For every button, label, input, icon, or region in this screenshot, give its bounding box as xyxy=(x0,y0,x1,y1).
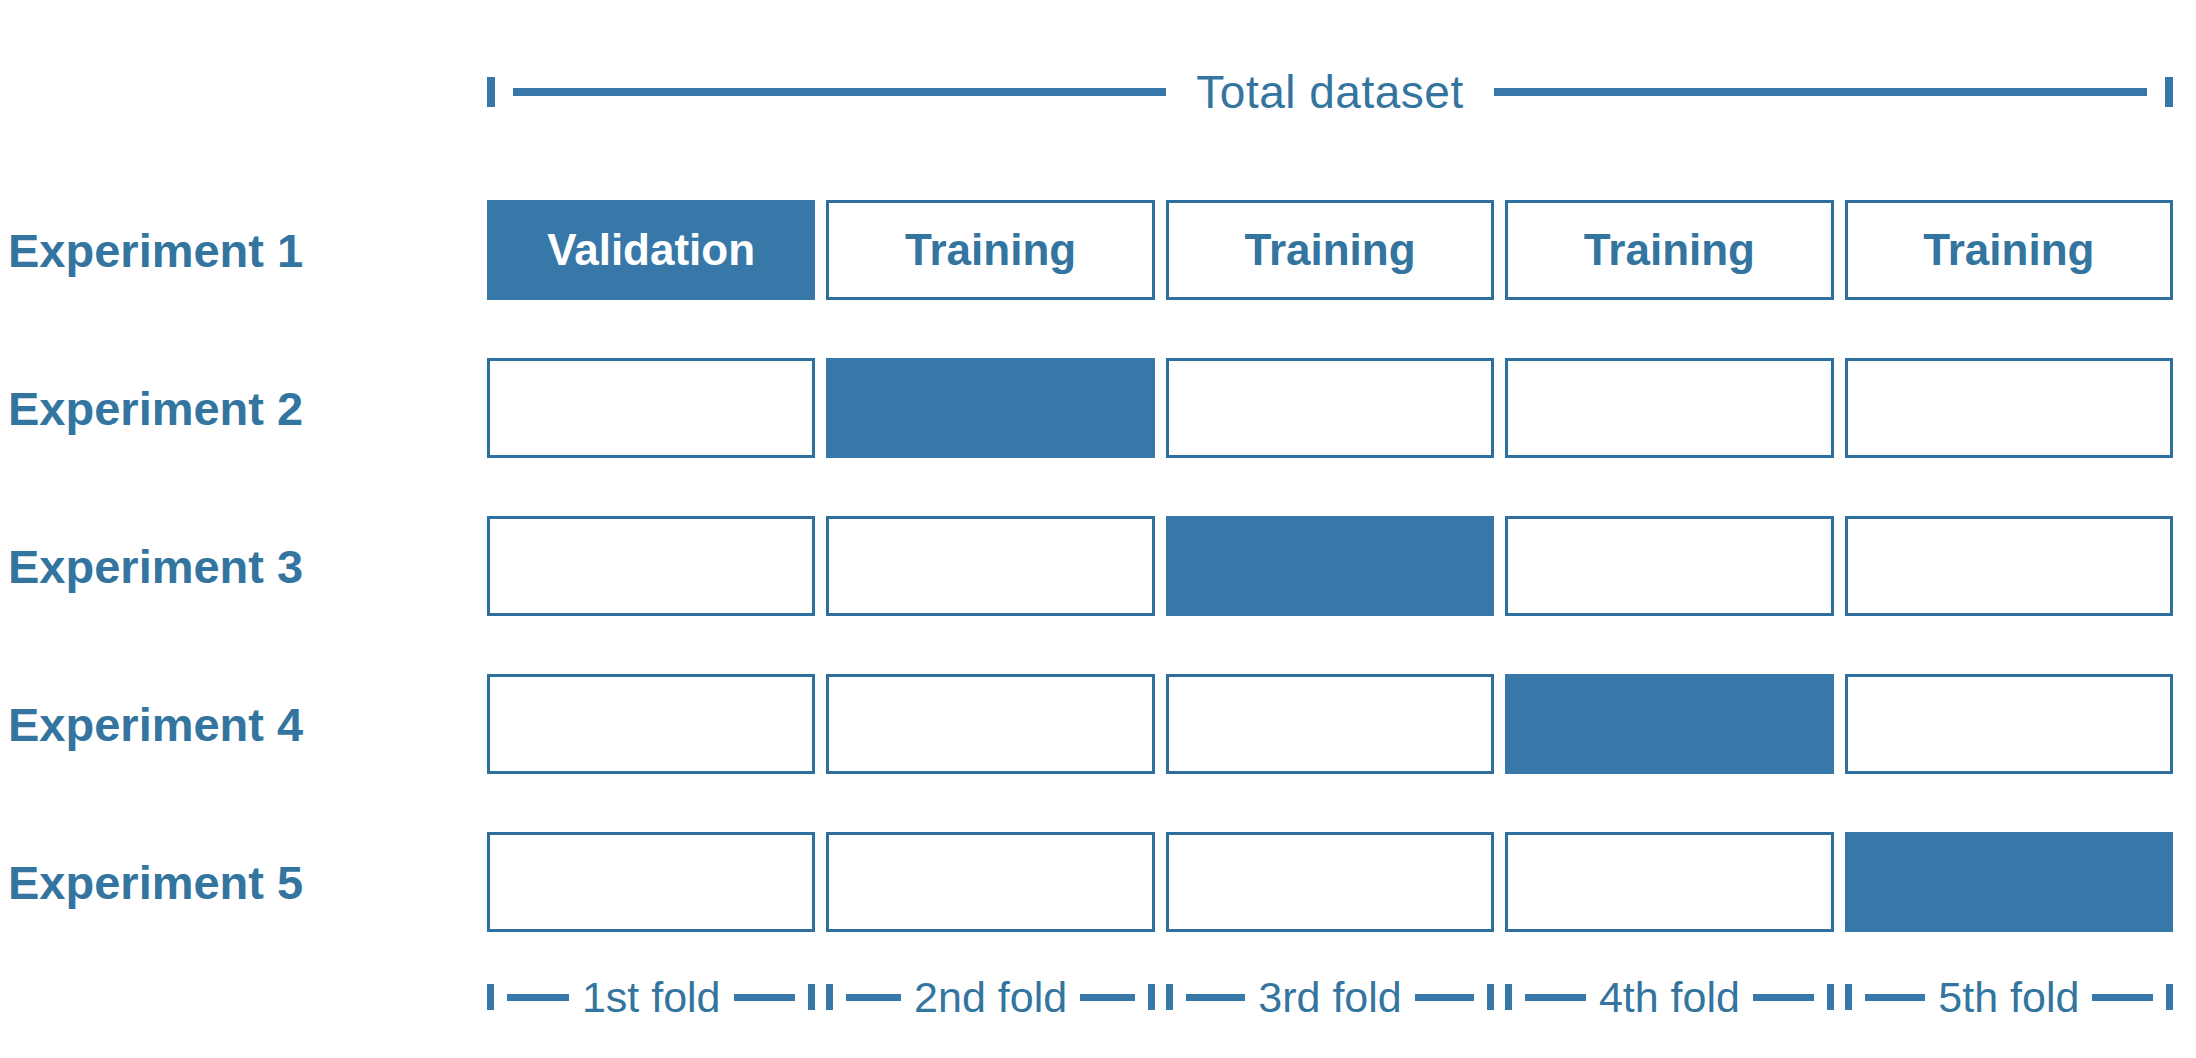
training-cell xyxy=(1166,358,1494,458)
fold-cells xyxy=(487,516,2173,616)
validation-cell xyxy=(826,358,1154,458)
training-cell xyxy=(487,832,815,932)
training-cell xyxy=(1845,674,2173,774)
training-cell xyxy=(487,358,815,458)
training-cell: Training xyxy=(1845,200,2173,300)
bracket-left-line xyxy=(513,88,1166,96)
fold-left-line xyxy=(1865,994,1926,1001)
training-cell: Training xyxy=(826,200,1154,300)
kfold-cross-validation-diagram: Total dataset Experiment 1ValidationTrai… xyxy=(0,0,2196,1058)
training-cell xyxy=(487,516,815,616)
training-cell xyxy=(1505,516,1833,616)
training-cell xyxy=(1166,832,1494,932)
experiment-label: Experiment 2 xyxy=(0,381,487,436)
fold-bracket: 1st fold xyxy=(487,962,815,1032)
fold-right-line xyxy=(1753,994,1814,1001)
bracket-left-tick-icon xyxy=(487,77,495,107)
training-cell xyxy=(487,674,815,774)
fold-cells xyxy=(487,358,2173,458)
experiment-row: Experiment 4 xyxy=(0,674,2173,774)
fold-right-tick-icon xyxy=(808,984,815,1010)
fold-left-tick-icon xyxy=(1845,984,1852,1010)
experiment-row: Experiment 3 xyxy=(0,516,2173,616)
fold-left-line xyxy=(846,994,901,1001)
fold-left-line xyxy=(507,994,569,1001)
fold-right-line xyxy=(1080,994,1135,1001)
fold-right-line xyxy=(1415,994,1474,1001)
experiment-label: Experiment 5 xyxy=(0,855,487,910)
fold-left-tick-icon xyxy=(487,984,494,1010)
fold-right-tick-icon xyxy=(2166,984,2173,1010)
fold-brackets: 1st fold 2nd fold 3rd fold 4th fold 5th fold xyxy=(487,962,2173,1032)
fold-cells: ValidationTrainingTrainingTrainingTraini… xyxy=(487,200,2173,300)
fold-right-tick-icon xyxy=(1487,984,1494,1010)
fold-label: 5th fold xyxy=(1938,973,2079,1022)
fold-label: 1st fold xyxy=(582,973,721,1022)
training-cell xyxy=(1505,832,1833,932)
experiment-label: Experiment 1 xyxy=(0,223,487,278)
total-dataset-bracket: Total dataset xyxy=(487,62,2173,122)
validation-cell: Validation xyxy=(487,200,815,300)
training-cell xyxy=(826,832,1154,932)
fold-right-line xyxy=(734,994,796,1001)
fold-label: 4th fold xyxy=(1599,973,1740,1022)
fold-cells xyxy=(487,832,2173,932)
training-cell xyxy=(1845,358,2173,458)
fold-right-tick-icon xyxy=(1148,984,1155,1010)
fold-bracket: 3rd fold xyxy=(1166,962,1494,1032)
experiment-label: Experiment 4 xyxy=(0,697,487,752)
fold-left-line xyxy=(1525,994,1586,1001)
fold-right-line xyxy=(2092,994,2153,1001)
training-cell xyxy=(1505,358,1833,458)
total-dataset-label: Total dataset xyxy=(1184,65,1475,119)
fold-label: 2nd fold xyxy=(914,973,1067,1022)
validation-cell xyxy=(1166,516,1494,616)
training-cell xyxy=(1845,516,2173,616)
bracket-right-tick-icon xyxy=(2165,77,2173,107)
fold-bracket: 4th fold xyxy=(1505,962,1833,1032)
training-cell: Training xyxy=(1166,200,1494,300)
fold-bracket: 2nd fold xyxy=(826,962,1154,1032)
validation-cell xyxy=(1505,674,1833,774)
experiment-rows: Experiment 1ValidationTrainingTrainingTr… xyxy=(0,200,2173,990)
fold-left-tick-icon xyxy=(1505,984,1512,1010)
training-cell xyxy=(826,516,1154,616)
fold-right-tick-icon xyxy=(1827,984,1834,1010)
fold-left-line xyxy=(1186,994,1245,1001)
validation-cell xyxy=(1845,832,2173,932)
training-cell xyxy=(1166,674,1494,774)
fold-left-tick-icon xyxy=(1166,984,1173,1010)
training-cell: Training xyxy=(1505,200,1833,300)
experiment-label: Experiment 3 xyxy=(0,539,487,594)
experiment-row: Experiment 1ValidationTrainingTrainingTr… xyxy=(0,200,2173,300)
fold-left-tick-icon xyxy=(826,984,833,1010)
experiment-row: Experiment 5 xyxy=(0,832,2173,932)
fold-label: 3rd fold xyxy=(1258,973,1401,1022)
bracket-right-line xyxy=(1494,88,2147,96)
experiment-row: Experiment 2 xyxy=(0,358,2173,458)
training-cell xyxy=(826,674,1154,774)
fold-bracket: 5th fold xyxy=(1845,962,2173,1032)
fold-cells xyxy=(487,674,2173,774)
